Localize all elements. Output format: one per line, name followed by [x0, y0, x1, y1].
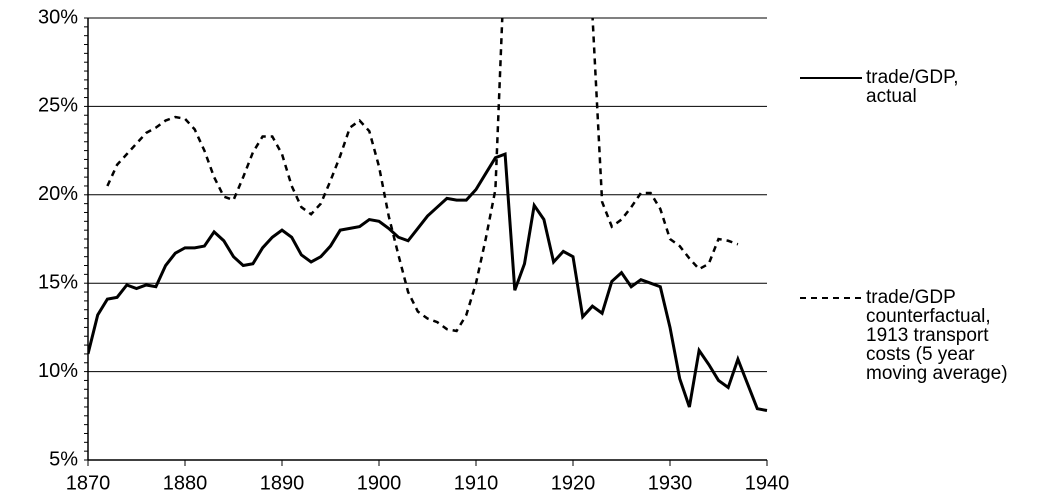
x-tick-label: 1880 — [163, 472, 208, 494]
plot-area — [88, 18, 768, 412]
series-line — [88, 152, 768, 412]
x-tick-label: 1900 — [357, 472, 402, 494]
y-tick-label: 5% — [49, 448, 78, 470]
y-tick-label: 30% — [38, 6, 78, 28]
y-tick-label: 20% — [38, 183, 78, 205]
x-tick-label: 1930 — [648, 472, 693, 494]
x-tick-label: 1940 — [745, 472, 790, 494]
legend-label: trade/GDP counterfactual, 1913 transport… — [866, 287, 1008, 384]
y-tick-label: 25% — [38, 95, 78, 117]
x-tick-label: 1920 — [551, 472, 596, 494]
x-tick-label: 1910 — [454, 472, 499, 494]
x-tick-label: 1870 — [66, 472, 111, 494]
legend-label: trade/GDP, actual — [866, 67, 959, 107]
y-tick-label: 10% — [38, 360, 78, 382]
x-tick-label: 1890 — [260, 472, 305, 494]
y-tick-label: 15% — [38, 271, 78, 293]
series-line — [106, 18, 739, 333]
